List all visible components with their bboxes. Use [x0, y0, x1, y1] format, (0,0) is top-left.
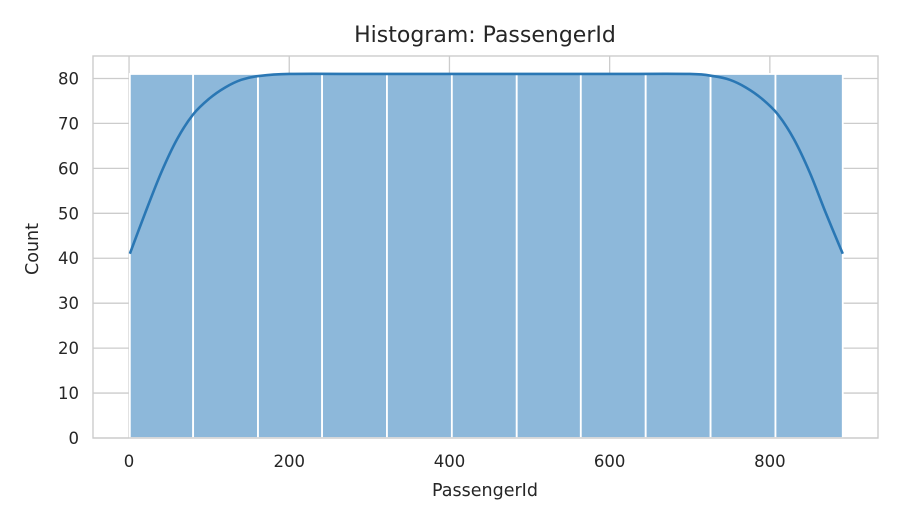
y-tick-label: 70	[58, 114, 79, 133]
histogram-bars	[128, 73, 844, 439]
y-tick-labels: 0 10 20 30 40 50 60 70 80	[58, 69, 79, 448]
kde-curve-group	[128, 72, 844, 255]
histogram-bar	[321, 73, 388, 439]
x-tick-label: 800	[754, 452, 786, 471]
x-tick-label: 0	[124, 452, 135, 471]
plot-frame	[92, 55, 879, 439]
histogram-bar	[450, 73, 518, 439]
x-tick-label: 600	[594, 452, 626, 471]
x-axis-label: PassengerId	[432, 481, 538, 501]
x-tick-label: 200	[274, 452, 306, 471]
x-tick-label: 400	[434, 452, 466, 471]
histogram-bar	[579, 73, 647, 439]
y-tick-label: 80	[58, 69, 79, 88]
histogram-bar	[644, 73, 712, 439]
x-tick-labels: 0 200 400 600 800	[124, 452, 786, 471]
y-tick-label: 50	[58, 204, 79, 223]
histogram-bar	[774, 73, 844, 439]
y-tick-label: 0	[69, 429, 80, 448]
histogram-bar	[257, 73, 323, 439]
histogram-bar	[192, 73, 259, 439]
chart-title: Histogram: PassengerId	[354, 23, 616, 48]
y-tick-label: 30	[58, 294, 79, 313]
histogram-bar	[386, 73, 453, 439]
y-tick-label: 40	[58, 249, 79, 268]
y-tick-label: 60	[58, 159, 79, 178]
histogram-bar	[709, 73, 777, 439]
kde-curve	[128, 72, 844, 255]
y-axis-label: Count	[23, 223, 43, 275]
y-tick-label: 20	[58, 339, 79, 358]
y-tick-label: 10	[58, 384, 79, 403]
histogram-bar	[515, 73, 582, 439]
